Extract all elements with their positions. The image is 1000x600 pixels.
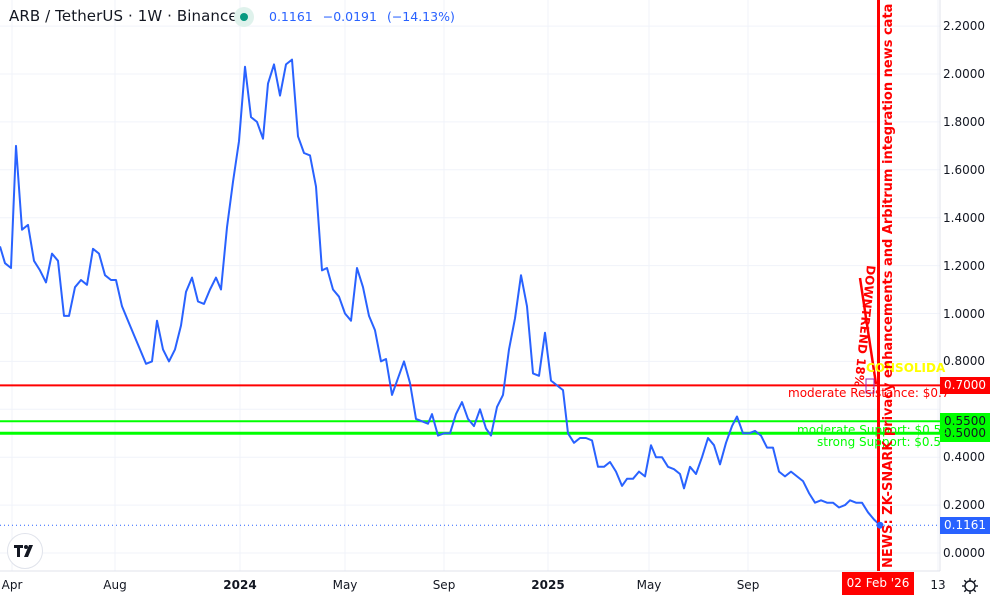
consolidation-label: CONSOLIDA (866, 361, 946, 375)
time-axis-label: Apr (1, 578, 23, 592)
tradingview-logo[interactable] (7, 533, 43, 569)
price-axis-label: 0.0000 (943, 546, 985, 560)
market-status-indicator[interactable] (234, 7, 254, 27)
price-info: 0.1161 −0.0191 (−14.13%) (269, 9, 461, 24)
time-axis-label: Sep (736, 578, 760, 592)
time-axis-label: 2024 (223, 578, 257, 592)
resistance-label: moderate Resistance: $0.7 (788, 386, 950, 400)
annotation-marker-box (865, 378, 875, 394)
time-axis-label: 13 (930, 578, 946, 592)
time-axis-label: Aug (103, 578, 127, 592)
time-axis-label: May (636, 578, 662, 592)
tradingview-logo-icon (14, 545, 33, 557)
price-axis-label: 1.0000 (943, 306, 985, 321)
price-axis-tag: 0.5000 (940, 424, 990, 442)
grid-lines (0, 0, 940, 571)
moderate-support-label: moderate Support: $0.55 (797, 423, 949, 437)
last-price-dot (876, 521, 884, 529)
price-axis-label: 1.6000 (943, 162, 985, 177)
price-change-pct: (−14.13%) (386, 9, 455, 24)
price-axis-label: 1.2000 (943, 258, 985, 273)
time-axis-label: Sep (432, 578, 456, 592)
strong-support-label: strong Support: $0.5 (817, 435, 942, 449)
time-axis-label: 2025 (531, 578, 565, 592)
market-open-dot-icon (240, 13, 248, 21)
symbol-title[interactable]: ARB / TetherUS · 1W · Binance (9, 7, 238, 25)
crosshair-date-badge: 02 Feb '26 (842, 572, 914, 595)
price-axis-label: 1.4000 (943, 210, 985, 225)
time-axis-label: May (332, 578, 358, 592)
price-axis-label: 2.2000 (943, 19, 985, 34)
price-axis-label: 0.2000 (943, 498, 985, 513)
settings-gear-icon[interactable] (961, 577, 979, 595)
price-axis-tag: 0.7000 (940, 376, 990, 394)
price-axis-label: 0.4000 (943, 450, 985, 465)
news-label: NEWS: ZK-SNARK privacy enhancements and … (881, 3, 896, 568)
chart-header: ARB / TetherUS · 1W · Binance 0.1161 −0.… (0, 0, 940, 34)
price-axis-tag: 0.1161 (940, 516, 990, 534)
price-line (0, 58, 881, 526)
price-axis-label: 2.0000 (943, 67, 985, 81)
price-axis-label: 1.8000 (943, 114, 985, 129)
downtrend-arrow-line (858, 277, 878, 385)
last-price: 0.1161 (269, 9, 313, 24)
price-change: −0.0191 (322, 9, 377, 24)
price-axis-label: 0.8000 (943, 354, 985, 369)
